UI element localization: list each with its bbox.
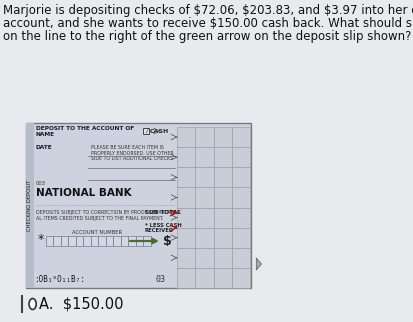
Bar [213,248,231,268]
Bar [105,236,113,246]
Text: PLEASE BE SURE EACH ITEM IS: PLEASE BE SURE EACH ITEM IS [91,145,164,150]
Bar [177,268,195,288]
Text: DEPOSIT TO THE ACCOUNT OF: DEPOSIT TO THE ACCOUNT OF [36,126,134,131]
Text: account, and she wants to receive $150.00 cash back. What should she write: account, and she wants to receive $150.0… [3,17,413,30]
Bar [195,167,213,187]
Bar [26,123,250,288]
Bar [231,147,249,167]
Bar [195,248,213,268]
Bar [113,236,120,246]
Bar [213,127,231,147]
Bar [135,236,143,246]
Bar [195,187,213,207]
Text: 003: 003 [36,181,46,186]
Text: NAME: NAME [36,132,55,137]
Bar [213,228,231,248]
Bar [53,236,60,246]
Text: :OB₁⁰O₁₁B₇:: :OB₁⁰O₁₁B₇: [34,274,85,283]
Text: *: * [38,233,44,247]
Text: A.  $150.00: A. $150.00 [39,297,123,311]
Bar [195,207,213,228]
Text: NATIONAL BANK: NATIONAL BANK [36,188,131,198]
Text: SUB TOTAL: SUB TOTAL [145,210,180,215]
Bar [177,167,195,187]
Bar [90,236,98,246]
Text: DEPOSITS SUBJECT TO CORRECTION BY PROOF DEPARTMENT: DEPOSITS SUBJECT TO CORRECTION BY PROOF … [36,210,180,215]
Bar [177,228,195,248]
Bar [213,147,231,167]
Bar [231,127,249,147]
Text: CASH: CASH [150,128,169,134]
Bar [177,187,195,207]
Bar [83,236,90,246]
Text: AL ITEMS CREDITED SUBJECT TO THE FINAL PAYMENT.: AL ITEMS CREDITED SUBJECT TO THE FINAL P… [36,216,163,221]
Bar [195,127,213,147]
Bar [26,123,34,288]
Bar [231,268,249,288]
Text: 03: 03 [155,274,165,283]
Bar [120,236,128,246]
Bar [213,268,231,288]
Bar [213,187,231,207]
Bar [231,187,249,207]
Text: /: / [145,128,147,134]
Bar [143,236,150,246]
Bar [231,228,249,248]
Text: RECEIVED: RECEIVED [145,229,173,233]
Bar [231,248,249,268]
Circle shape [29,298,36,309]
Bar [143,128,148,134]
Bar [68,236,76,246]
Text: ACCOUNT NUMBER: ACCOUNT NUMBER [71,230,121,235]
Bar [98,236,105,246]
Bar [213,167,231,187]
Bar [177,127,195,147]
Text: $: $ [163,234,171,248]
Bar [177,147,195,167]
Text: CHECKING DEPOSIT: CHECKING DEPOSIT [27,180,32,231]
Bar [195,147,213,167]
Bar [177,207,195,228]
Bar [231,167,249,187]
Text: * LESS CASH: * LESS CASH [145,223,181,228]
Text: Marjorie is depositing checks of $72.06, $203.83, and $3.97 into her checking: Marjorie is depositing checks of $72.06,… [3,4,413,17]
Bar [128,236,135,246]
Text: DATE: DATE [36,145,52,150]
Bar [213,207,231,228]
Text: SIDE TO LIST ADDITIONAL CHECKS: SIDE TO LIST ADDITIONAL CHECKS [91,156,173,161]
Bar [45,236,53,246]
Bar [195,268,213,288]
Text: on the line to the right of the green arrow on the deposit slip shown?: on the line to the right of the green ar… [3,30,411,43]
Bar [195,228,213,248]
Bar [231,207,249,228]
Bar [76,236,83,246]
Bar [60,236,68,246]
Bar [177,248,195,268]
Polygon shape [256,258,261,270]
Text: PROPERLY ENDORSED. USE OTHER: PROPERLY ENDORSED. USE OTHER [91,150,173,156]
